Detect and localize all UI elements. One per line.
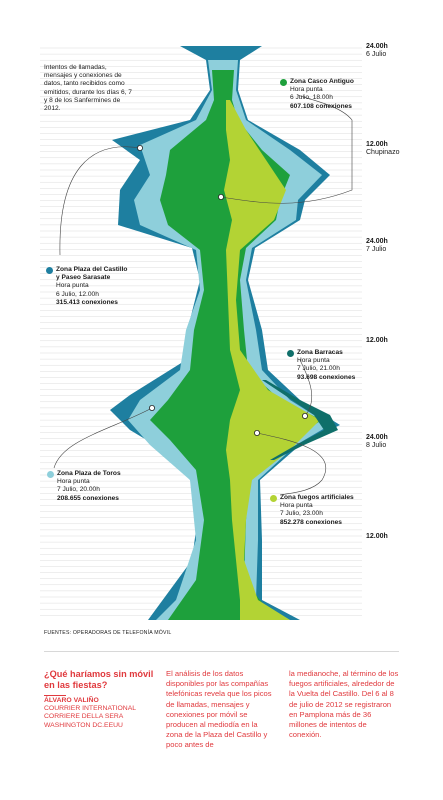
tick-label-1: 24.00h 6 Julio [366,43,388,58]
annotation-fuegos: Zona fuegos artificiales Hora punta 7 Ju… [270,494,354,527]
tick-label-5: 24.00h 8 Julio [366,434,388,449]
leader-casco [220,94,353,204]
annotation-toros: Zona Plaza de Toros Hora punta 7 Julio, … [47,470,121,503]
tick-label-6: 12.00h [366,533,388,540]
legend-dot-casco [280,79,287,86]
leader-toros [53,407,153,469]
zone-name-barracas: Zona Barracas [297,349,343,356]
author-name: ÁLVARO VALIÑO [44,697,99,704]
zone-name-fuegos: Zona fuegos artificiales [280,494,354,501]
article-column-2: la medianoche, al término de los fuegos … [289,669,399,740]
author-block: ÁLVARO VALIÑO COURRIER INTERNATIONAL COR… [44,697,154,730]
tick-label-2: 12.00h Chupinazo [366,141,400,156]
stream-fuegos [224,100,320,620]
peak-dot-casco [217,193,224,200]
legend-dot-castillo [46,267,53,274]
article-title: ¿Qué haríamos sin móvil en las fiestas? [44,669,154,690]
author-affiliation-3: WASHINGTON DC.EEUU [44,721,123,729]
source-note: FUENTES: OPERADORAS DE TELEFONÍA MÓVIL [44,630,172,636]
legend-dot-toros [47,471,54,478]
divider [44,651,399,652]
leader-lines [53,94,353,496]
zone-name-toros: Zona Plaza de Toros [57,470,121,477]
peak-dot-fuegos [253,429,260,436]
author-affiliation-2: CORRIERE DELLA SERA [44,713,124,721]
peak-dot-toros [148,404,155,411]
tick-label-3: 24.00h 7 Julio [366,238,388,253]
annotation-casco: Zona Casco Antiguo Hora punta 6 Julio, 1… [280,78,354,111]
leader-castillo [59,146,141,256]
peak-dot-barracas [301,412,308,419]
legend-dot-fuegos [270,495,277,502]
annotation-barracas: Zona Barracas Hora punta 7 Julio, 21.00h… [287,349,355,382]
author-rule [44,695,66,696]
leader-barracas [299,359,313,417]
zone-name-castillo: Zona Plaza del Castillo [56,266,128,273]
tick-label-4: 12.00h [366,337,388,344]
legend-dot-barracas [287,350,294,357]
streamgraph-chart [40,46,362,620]
zone-name-casco: Zona Casco Antiguo [290,78,354,85]
peak-markers [136,144,308,436]
author-affiliation-1: COURRIER INTERNATIONAL [44,705,137,713]
annotation-castillo: Zona Plaza del Castillo y Paseo Sarasate… [46,266,128,307]
intro-text: Intentos de llamadas, mensajes y conexio… [44,64,132,113]
article-column-1: El análisis de los datos disponibles por… [166,669,272,750]
peak-dot-castillo [136,144,143,151]
